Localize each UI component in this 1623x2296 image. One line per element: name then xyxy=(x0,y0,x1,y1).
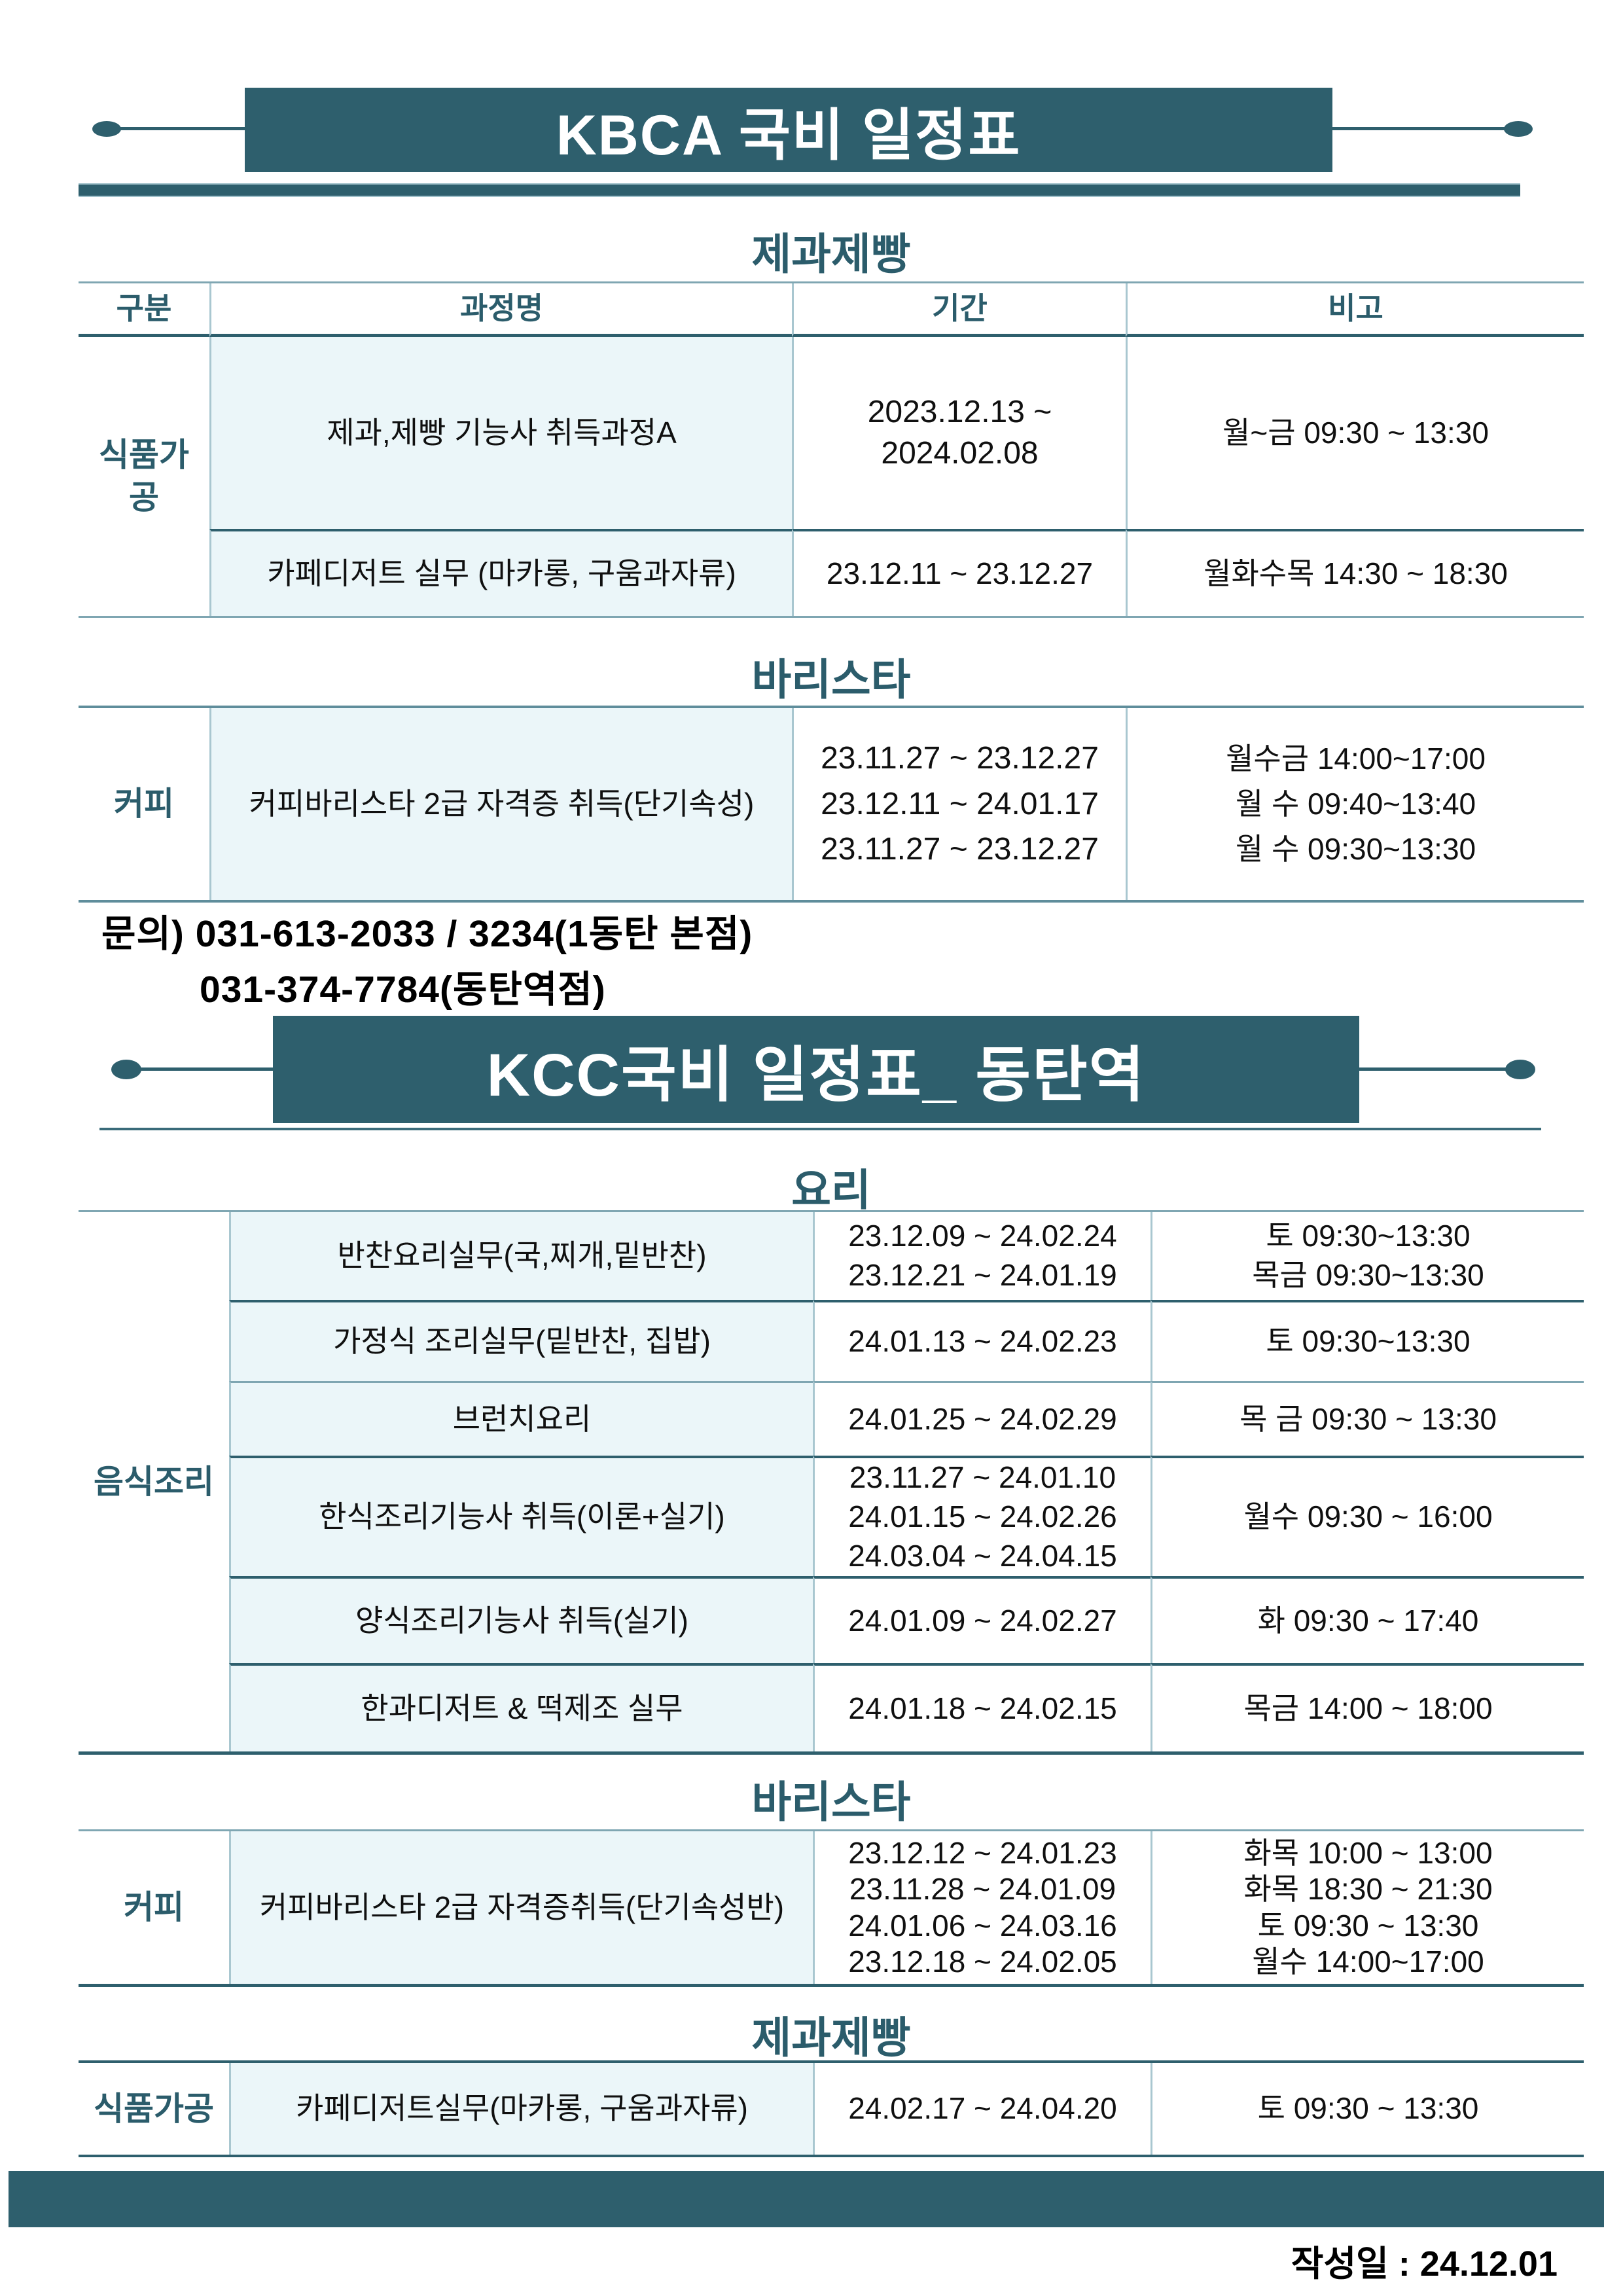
course-cell: 카페디저트실무(마카롱, 구움과자류) xyxy=(229,2063,813,2155)
course-cell: 한식조리기능사 취득(이론+실기) xyxy=(229,1456,813,1576)
section-title-cooking: 요리 xyxy=(791,1166,871,1214)
kbca-barista-table: 커피 커피바리스타 2급 자격증 취득(단기속성) 23.11.27 ~ 23.… xyxy=(79,706,1584,903)
left-connector-line xyxy=(118,127,246,130)
row-group-label: 커피 xyxy=(114,785,174,822)
period-cell: 24.01.25 ~ 24.02.29 xyxy=(813,1381,1150,1456)
course-cell: 가정식 조리실무(밑반찬, 집밥) xyxy=(229,1300,813,1381)
right-connector-line xyxy=(1359,1067,1507,1071)
kcc-cooking-table: 음식조리 반찬요리실무(국,찌개,밑반찬) 23.12.09 ~ 24.02.2… xyxy=(79,1210,1584,1755)
section-title-bakery: 제과제빵 xyxy=(751,2013,911,2062)
kcc-barista-table: 커피 커피바리스타 2급 자격증취득(단기속성반) 23.12.12 ~ 24.… xyxy=(79,1829,1584,1987)
footer-bar xyxy=(9,2171,1604,2227)
course-cell: 반찬요리실무(국,찌개,밑반찬) xyxy=(229,1212,813,1300)
column-header-gubun: 구분 xyxy=(79,283,209,337)
remark-cell: 월수금 14:00~17:00 월 수 09:40~13:40 월 수 09:3… xyxy=(1126,708,1584,900)
contact-line2: 031-374-7784(동탄역점) xyxy=(200,969,606,1011)
period-cell: 23.12.11 ~ 23.12.27 xyxy=(792,529,1126,616)
kcc-banner-title: KCC국비 일정표_ 동탄역 xyxy=(273,1016,1359,1123)
course-cell: 커피바리스타 2급 자격증취득(단기속성반) xyxy=(229,1831,813,1984)
course-cell: 제과,제빵 기능사 취득과정A xyxy=(209,337,792,529)
kbca-bakery-table: 구분 과정명 기간 비고 식품가공 제과,제빵 기능사 취득과정A 2023.1… xyxy=(79,281,1584,618)
row-group-label: 음식조리 xyxy=(94,1463,214,1500)
left-connector-line xyxy=(136,1067,273,1071)
course-cell: 커피바리스타 2급 자격증 취득(단기속성) xyxy=(209,708,792,900)
section-title-bakery: 제과제빵 xyxy=(751,230,911,278)
kbca-banner-title: KBCA 국비 일정표 xyxy=(245,88,1332,172)
remark-cell: 월수 09:30 ~ 16:00 xyxy=(1150,1456,1584,1576)
period-cell: 24.01.13 ~ 24.02.23 xyxy=(813,1300,1150,1381)
period-cell: 2023.12.13 ~ 2024.02.08 xyxy=(792,337,1126,529)
course-cell: 양식조리기능사 취득(실기) xyxy=(229,1576,813,1663)
kcc-bakery-table: 식품가공 카페디저트실무(마카롱, 구움과자류) 24.02.17 ~ 24.0… xyxy=(79,2060,1584,2157)
section-title-barista: 바리스타 xyxy=(751,655,911,704)
right-connector-line xyxy=(1332,127,1505,130)
contact-line1: 문의) 031-613-2033 / 3234(1동탄 본점) xyxy=(101,913,753,955)
written-date: 작성일 : 24.12.01 xyxy=(1291,2244,1558,2284)
remark-cell: 토 09:30~13:30 xyxy=(1150,1300,1584,1381)
course-cell: 브런치요리 xyxy=(229,1381,813,1456)
course-cell: 한과디저트 & 떡제조 실무 xyxy=(229,1663,813,1751)
remark-cell: 목금 14:00 ~ 18:00 xyxy=(1150,1663,1584,1751)
left-end-dot xyxy=(92,121,121,137)
header-divider-bar xyxy=(79,183,1520,197)
remark-cell: 월~금 09:30 ~ 13:30 xyxy=(1126,337,1584,529)
course-cell: 카페디저트 실무 (마카롱, 구움과자류) xyxy=(209,529,792,616)
period-cell: 23.12.12 ~ 24.01.23 23.11.28 ~ 24.01.09 … xyxy=(813,1831,1150,1984)
header-divider-line xyxy=(99,1128,1541,1130)
remark-cell: 토 09:30 ~ 13:30 xyxy=(1150,2063,1584,2155)
period-cell: 23.11.27 ~ 23.12.27 23.12.11 ~ 24.01.17 … xyxy=(792,708,1126,900)
column-header-period: 기간 xyxy=(792,283,1126,337)
period-cell: 24.01.09 ~ 24.02.27 xyxy=(813,1576,1150,1663)
remark-cell: 토 09:30~13:30 목금 09:30~13:30 xyxy=(1150,1212,1584,1300)
column-header-remark: 비고 xyxy=(1126,283,1584,337)
section-title-barista: 바리스타 xyxy=(751,1778,911,1826)
period-cell: 23.11.27 ~ 24.01.10 24.01.15 ~ 24.02.26 … xyxy=(813,1456,1150,1576)
remark-cell: 월화수목 14:30 ~ 18:30 xyxy=(1126,529,1584,616)
remark-cell: 목 금 09:30 ~ 13:30 xyxy=(1150,1381,1584,1456)
period-cell: 24.02.17 ~ 24.04.20 xyxy=(813,2063,1150,2155)
row-group-label: 식품가공 xyxy=(99,437,189,516)
row-group-label: 식품가공 xyxy=(94,2090,214,2127)
period-cell: 23.12.09 ~ 24.02.24 23.12.21 ~ 24.01.19 xyxy=(813,1212,1150,1300)
right-end-dot xyxy=(1505,1060,1535,1079)
remark-cell: 화목 10:00 ~ 13:00 화목 18:30 ~ 21:30 토 09:3… xyxy=(1150,1831,1584,1984)
column-header-course: 과정명 xyxy=(209,283,792,337)
contact-info: 문의) 031-613-2033 / 3234(1동탄 본점) 031-374-… xyxy=(101,906,753,1018)
remark-cell: 화 09:30 ~ 17:40 xyxy=(1150,1576,1584,1663)
right-end-dot xyxy=(1504,121,1533,137)
row-group-label: 커피 xyxy=(124,1889,184,1926)
period-cell: 24.01.18 ~ 24.02.15 xyxy=(813,1663,1150,1751)
